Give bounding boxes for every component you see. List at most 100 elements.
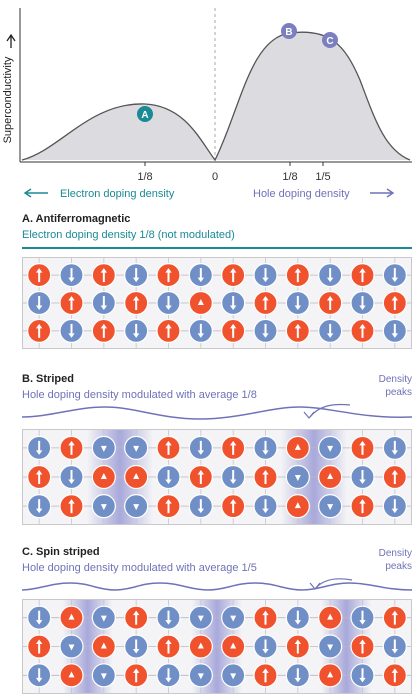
spin-red [253, 290, 278, 316]
spin-red [91, 318, 116, 344]
electron-doping-label: Electron doping density [60, 188, 175, 200]
point-c-marker [322, 32, 338, 48]
spin-red [382, 663, 407, 688]
spin-blue [253, 435, 278, 460]
spin-blue [27, 605, 52, 630]
tick-label-hole-1-8: 1/8 [282, 171, 297, 183]
spin-blue [221, 290, 246, 316]
spin-blue [350, 663, 375, 688]
spin-red [221, 435, 246, 460]
point-c-label: C [326, 36, 333, 47]
spin-red [91, 464, 116, 490]
y-axis-arrow-icon [6, 33, 16, 48]
spin-blue [59, 464, 84, 490]
panel-c-subtitle: Hole doping density modulated with avera… [22, 562, 257, 574]
spin-red [188, 464, 213, 490]
spin-blue [91, 435, 116, 460]
spin-blue [188, 318, 213, 344]
spin-blue [156, 290, 181, 316]
spin-blue [156, 464, 181, 490]
spin-blue [156, 605, 181, 630]
spin-blue [318, 318, 343, 344]
spin-red [27, 464, 52, 490]
spin-blue [221, 605, 246, 630]
panel-b-density-wave [21, 403, 413, 420]
spin-blue [285, 605, 310, 630]
spin-red [156, 435, 181, 460]
spin-blue [382, 435, 407, 460]
panel-b-title: B. Striped [22, 373, 74, 385]
dome-curve [21, 31, 411, 162]
spin-red [382, 605, 407, 630]
spin-blue [124, 263, 149, 288]
hole-doping-label: Hole doping density [253, 188, 350, 200]
spin-red [91, 263, 116, 288]
panel-a-lattice-svg [23, 258, 411, 348]
spin-blue [253, 318, 278, 344]
spin-red [59, 435, 84, 460]
spin-blue [124, 634, 149, 659]
spin-blue [124, 435, 149, 460]
spin-red [124, 605, 149, 630]
panel-c-title: C. Spin striped [22, 546, 100, 558]
spin-red [350, 263, 375, 288]
panel-b-density-peaks-label: Density peaks [378, 374, 412, 398]
spin-blue [27, 290, 52, 316]
spin-blue [318, 494, 343, 519]
panel-a-subtitle: Electron doping density 1/8 (not modulat… [22, 229, 235, 241]
tick-label-hole-1-5: 1/5 [315, 171, 330, 183]
spin-red [59, 605, 84, 630]
spin-red [253, 464, 278, 490]
spin-red [285, 634, 310, 659]
spin-blue [382, 634, 407, 659]
point-b-label: B [285, 27, 292, 38]
spin-blue [382, 263, 407, 288]
spin-blue [221, 464, 246, 490]
spin-blue [318, 435, 343, 460]
spin-red [59, 494, 84, 519]
electron-arrow-icon [23, 188, 48, 198]
spin-blue [188, 494, 213, 519]
point-a-label: A [141, 110, 148, 121]
spin-red [318, 663, 343, 688]
panel-c-peak-arrow-icon [309, 578, 353, 590]
spin-red [59, 663, 84, 688]
spin-blue [91, 605, 116, 630]
spin-red [350, 435, 375, 460]
spin-blue [285, 464, 310, 490]
spin-red [285, 494, 310, 519]
panel-a-title: A. Antiferromagnetic [22, 213, 131, 225]
spin-blue [318, 263, 343, 288]
spin-blue [91, 494, 116, 519]
panel-a-flat-density-line [22, 247, 412, 249]
superconductivity-chart: Superconductivity 1/8 0 1/8 1/5 A B C El… [2, 8, 412, 200]
spin-blue [188, 263, 213, 288]
spin-red [221, 494, 246, 519]
spin-red [285, 263, 310, 288]
spin-blue [91, 663, 116, 688]
spin-red [124, 464, 149, 490]
spin-blue [59, 634, 84, 659]
panel-c-lattice [22, 599, 412, 694]
spin-blue [253, 263, 278, 288]
point-a-marker [137, 106, 153, 122]
spin-red [318, 605, 343, 630]
spin-blue [350, 290, 375, 316]
spin-blue [124, 494, 149, 519]
spin-blue [318, 634, 343, 659]
spin-blue [285, 663, 310, 688]
spin-blue [350, 605, 375, 630]
spin-red [124, 290, 149, 316]
spin-blue [253, 634, 278, 659]
panel-b-peak-arrow-icon [303, 403, 351, 419]
spin-blue [59, 263, 84, 288]
spin-red [221, 634, 246, 659]
spin-red [156, 318, 181, 344]
spin-blue [27, 494, 52, 519]
spin-blue [27, 435, 52, 460]
spin-red [221, 263, 246, 288]
spin-blue [285, 290, 310, 316]
spin-red [350, 494, 375, 519]
tick-label-zero: 0 [212, 171, 218, 183]
spin-red [59, 290, 84, 316]
